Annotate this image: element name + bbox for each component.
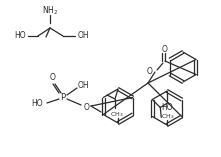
Text: O: O	[50, 73, 56, 82]
Text: O: O	[84, 103, 90, 111]
Text: HO: HO	[161, 103, 173, 113]
Text: O: O	[147, 68, 153, 76]
Text: P: P	[60, 92, 66, 101]
Text: HO: HO	[31, 98, 43, 108]
Text: NH$_2$: NH$_2$	[42, 5, 58, 17]
Text: OH: OH	[77, 32, 89, 41]
Text: OH: OH	[77, 81, 89, 89]
Text: CH$_3$: CH$_3$	[110, 111, 124, 119]
Text: CH$_3$: CH$_3$	[161, 113, 175, 122]
Text: O: O	[162, 46, 168, 54]
Text: HO: HO	[14, 32, 26, 41]
